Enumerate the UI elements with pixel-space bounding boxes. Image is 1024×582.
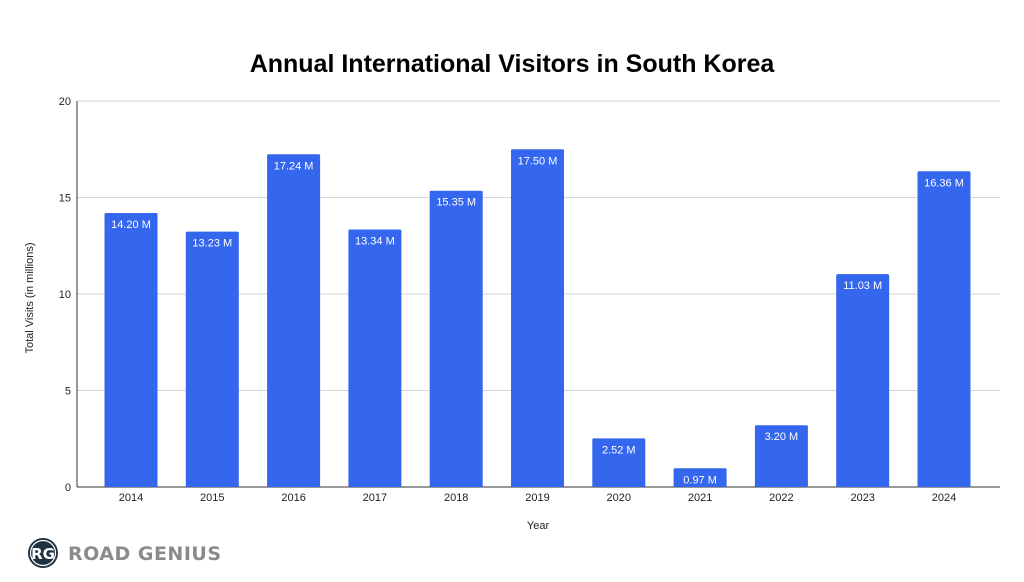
data-label: 0.97 M bbox=[683, 474, 717, 486]
x-tick-label: 2021 bbox=[688, 492, 712, 504]
data-label: 11.03 M bbox=[843, 280, 882, 292]
chart-title: Annual International Visitors in South K… bbox=[250, 50, 776, 78]
data-label: 2.52 M bbox=[602, 444, 636, 456]
x-tick-label: 2023 bbox=[850, 492, 874, 504]
y-tick-label: 0 bbox=[65, 482, 71, 494]
bar-2019 bbox=[511, 149, 564, 487]
data-label: 17.50 M bbox=[518, 155, 558, 167]
road-genius-logo: RG ROAD GENIUS bbox=[28, 538, 222, 568]
logo-initials: RG bbox=[31, 545, 55, 563]
bar-2024 bbox=[917, 171, 971, 487]
logo-circle bbox=[28, 538, 58, 568]
y-tick-label: 10 bbox=[59, 289, 71, 301]
x-tick-label: 2024 bbox=[932, 492, 956, 504]
x-tick-label: 2015 bbox=[200, 492, 224, 504]
data-label: 3.20 M bbox=[765, 431, 799, 443]
x-tick-label: 2022 bbox=[769, 492, 793, 504]
x-tick-label: 2016 bbox=[281, 492, 305, 504]
x-axis-label: Year bbox=[527, 520, 550, 532]
data-label: 13.34 M bbox=[355, 236, 395, 248]
bar-2014 bbox=[104, 212, 158, 487]
bar-2015 bbox=[185, 231, 239, 487]
data-label: 17.24 M bbox=[274, 160, 314, 172]
logo-text: ROAD GENIUS bbox=[68, 543, 222, 565]
x-tick-label: 2017 bbox=[363, 492, 387, 504]
x-tick-label: 2018 bbox=[444, 492, 468, 504]
x-axis-ticks: 2014 2015 2016 2017 2018 2019 2020 2021 2022 2023… bbox=[119, 492, 956, 504]
x-tick-label: 2014 bbox=[119, 492, 143, 504]
data-label: 15.35 M bbox=[436, 197, 476, 209]
y-tick-label: 15 bbox=[59, 193, 71, 205]
y-axis-label: Total Visits (in millions) bbox=[24, 242, 36, 353]
bar-2017 bbox=[348, 229, 402, 487]
y-tick-label: 5 bbox=[65, 386, 71, 398]
bars: 14.20 M 13.23 M 17.24 M 13.34 M 15.35 M 17.50… bbox=[104, 149, 971, 487]
bar-2016 bbox=[267, 154, 321, 487]
bar-2022 bbox=[754, 425, 808, 487]
x-tick-label: 2020 bbox=[607, 492, 631, 504]
x-tick-label: 2019 bbox=[525, 492, 549, 504]
data-label: 14.20 M bbox=[111, 219, 151, 231]
bar-2021 bbox=[673, 468, 727, 487]
bar-2020 bbox=[592, 438, 646, 487]
bar-2023 bbox=[836, 274, 890, 487]
data-label: 16.36 M bbox=[924, 177, 964, 189]
y-axis-ticks: 0 5 10 15 20 bbox=[59, 96, 71, 494]
bar-2018 bbox=[429, 190, 483, 487]
y-tick-label: 20 bbox=[59, 96, 71, 108]
data-label: 13.23 M bbox=[192, 238, 232, 250]
